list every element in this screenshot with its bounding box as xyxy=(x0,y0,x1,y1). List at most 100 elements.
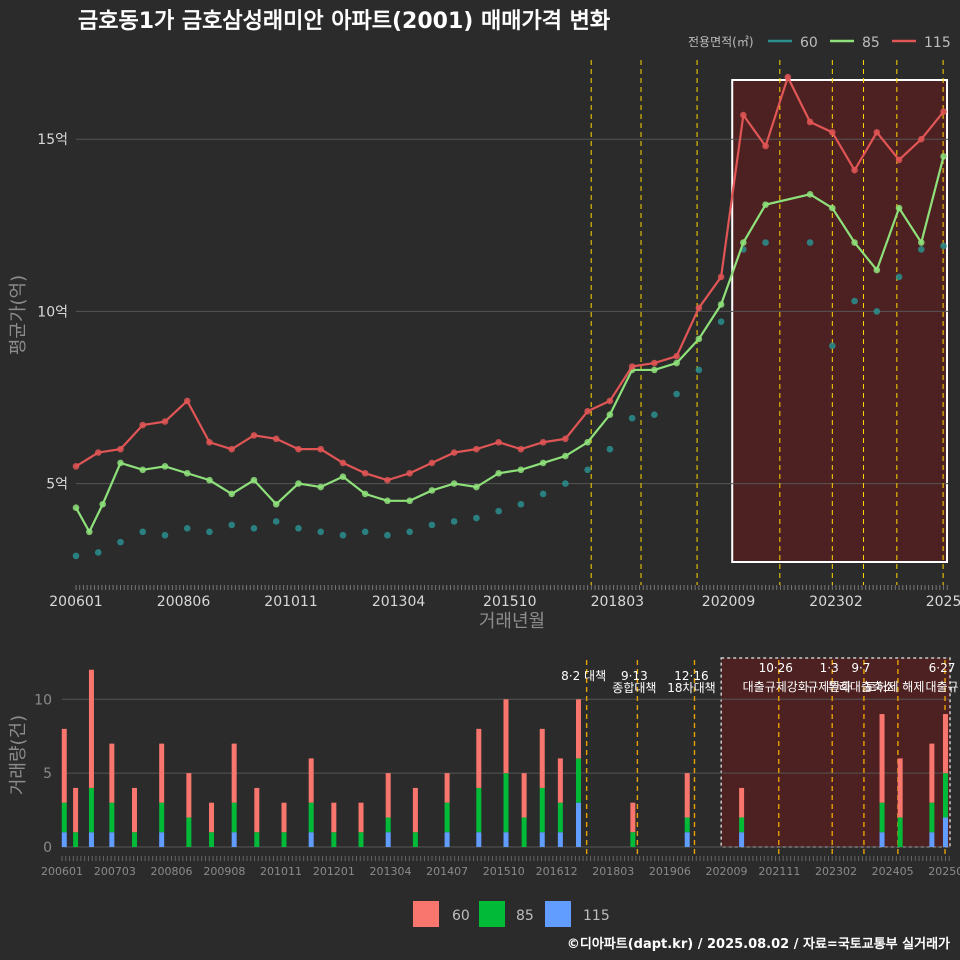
point-60 xyxy=(450,518,458,525)
volume-bar-85 xyxy=(109,802,115,833)
point-85 xyxy=(72,504,80,511)
series-line-85 xyxy=(75,156,945,535)
point-60 xyxy=(384,531,391,539)
footer-credit: ©디아파트(dapt.kr) / 2025.08.02 / 자료=국토교통부 실… xyxy=(567,936,950,952)
volume-bar-85 xyxy=(186,817,192,847)
volume-bar-60 xyxy=(88,669,94,788)
point-115 xyxy=(606,397,614,405)
volume-bar-115 xyxy=(476,832,482,847)
point-60 xyxy=(517,500,525,508)
point-60 xyxy=(539,490,547,498)
point-115 xyxy=(228,445,236,453)
point-85 xyxy=(940,153,947,160)
point-85 xyxy=(339,473,347,480)
volume-x-tick-label: 202302 xyxy=(815,865,857,878)
policy-label: 대출규제강화 xyxy=(743,680,809,694)
point-85 xyxy=(762,201,769,208)
volume-bar-60 xyxy=(539,728,545,788)
volume-bar-60 xyxy=(503,699,509,774)
volume-bar-115 xyxy=(444,832,450,847)
point-115 xyxy=(72,463,80,470)
point-85 xyxy=(139,466,147,474)
point-85 xyxy=(99,500,106,508)
point-85 xyxy=(428,487,436,494)
policy-label: 1·3 xyxy=(820,661,839,675)
policy-label: 규제완화 xyxy=(807,680,851,694)
volume-legend-115-label: 115 xyxy=(583,908,610,924)
point-115 xyxy=(784,73,792,81)
point-60 xyxy=(206,528,213,536)
legend-115-label: 115 xyxy=(924,35,951,51)
volume-bar-85 xyxy=(444,802,450,833)
volume-bar-115 xyxy=(385,832,391,847)
volume-bar-115 xyxy=(929,832,935,847)
policy-label: 9·13 xyxy=(621,669,648,683)
top-y-axis-title: 평균가(억) xyxy=(8,275,29,355)
volume-x-tick-label: 202111 xyxy=(758,865,800,878)
point-115 xyxy=(183,397,191,405)
point-115 xyxy=(295,445,302,453)
point-60 xyxy=(161,531,169,539)
point-60 xyxy=(695,366,703,374)
point-85 xyxy=(539,459,547,467)
volume-bar-85 xyxy=(358,832,364,847)
point-60 xyxy=(762,239,769,246)
point-115 xyxy=(161,418,169,425)
volume-bar-115 xyxy=(61,832,67,847)
point-60 xyxy=(228,521,236,529)
policy-label: 대출규 xyxy=(925,680,958,694)
volume-bar-60 xyxy=(630,802,636,833)
volume-x-tick-label: 201510 xyxy=(483,865,525,878)
point-115 xyxy=(651,359,658,367)
policy-label: 18차대책 xyxy=(667,680,715,695)
point-115 xyxy=(806,118,814,126)
volume-bar-60 xyxy=(739,787,745,818)
point-115 xyxy=(517,445,525,453)
volume-bar-115 xyxy=(539,832,545,847)
volume-bar-85 xyxy=(254,832,260,847)
volume-bar-115 xyxy=(942,817,948,847)
point-115 xyxy=(829,129,836,136)
recent-volume-box xyxy=(720,657,951,848)
volume-bar-85 xyxy=(630,832,636,847)
volume-bar-85 xyxy=(557,802,563,833)
point-85 xyxy=(295,480,302,487)
volume-x-tick-label: 202508 xyxy=(928,865,960,878)
volume-x-tick-label: 201803 xyxy=(592,865,634,878)
volume-legend-115-swatch xyxy=(545,901,571,927)
volume-legend-60-swatch xyxy=(413,901,439,927)
volume-bar-60 xyxy=(476,728,482,788)
volume-y-tick-label: 0 xyxy=(43,840,52,856)
policy-label: 특례대출축소 xyxy=(828,680,894,694)
y-tick-label: 5억 xyxy=(46,477,68,493)
recent-period-box xyxy=(731,79,948,563)
x-tick-label: 200806 xyxy=(157,594,211,610)
point-60 xyxy=(139,528,147,536)
point-85 xyxy=(406,497,413,505)
volume-bar-85 xyxy=(412,832,418,847)
volume-bar-85 xyxy=(385,817,391,833)
point-85 xyxy=(272,500,280,508)
point-85 xyxy=(250,476,258,484)
volume-bar-85 xyxy=(209,832,215,847)
volume-bar-60 xyxy=(109,743,115,803)
volume-x-tick-label: 201612 xyxy=(536,865,578,878)
volume-bar-60 xyxy=(412,787,418,833)
x-tick-label: 200601 xyxy=(49,594,102,610)
volume-bar-60 xyxy=(308,758,314,803)
volume-y-tick-label: 10 xyxy=(34,692,52,708)
point-115 xyxy=(473,445,480,453)
volume-x-tick-label: 201201 xyxy=(313,865,355,878)
volume-bar-85 xyxy=(331,832,337,847)
point-85 xyxy=(117,459,124,467)
point-60 xyxy=(829,342,836,350)
volume-bar-85 xyxy=(739,817,745,833)
point-85 xyxy=(473,483,480,491)
volume-x-tick-label: 202405 xyxy=(872,865,914,878)
point-60 xyxy=(183,525,191,532)
volume-bar-85 xyxy=(231,802,237,833)
volume-bar-60 xyxy=(942,714,948,774)
point-60 xyxy=(806,239,814,246)
volume-bar-115 xyxy=(159,832,165,847)
